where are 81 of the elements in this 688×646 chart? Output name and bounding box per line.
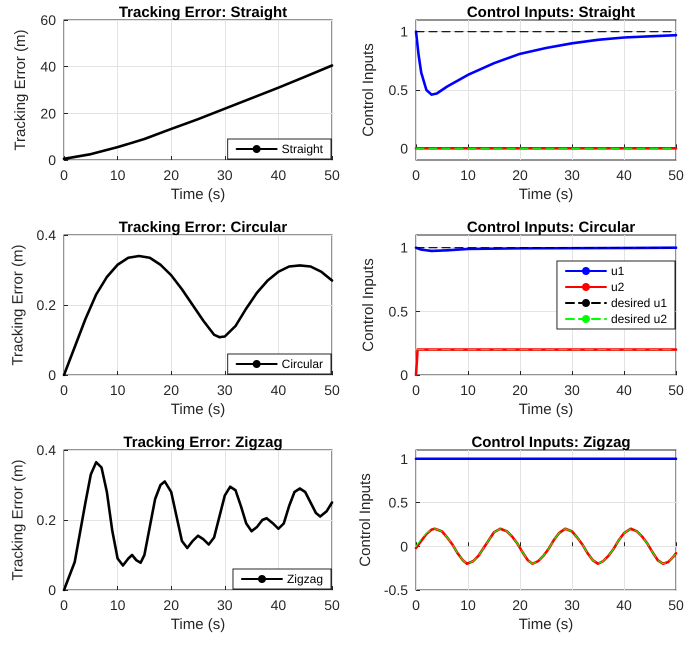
legend-label: Circular [282, 357, 324, 371]
y-tick-label: 0.4 [36, 227, 56, 243]
y-tick-label: 0 [48, 582, 56, 598]
x-tick-label: 50 [668, 597, 684, 613]
y-tick-label: 1 [400, 24, 408, 40]
y-tick-label: 0 [48, 367, 56, 383]
y-axis-title: Control Inputs [360, 43, 377, 137]
x-tick-label: 20 [163, 382, 180, 398]
x-tick-label: 0 [60, 597, 68, 613]
y-axis-title: Control Inputs [360, 258, 377, 352]
x-tick-label: 0 [412, 597, 420, 613]
y-axis-title: Tracking Error (m) [10, 459, 27, 581]
y-tick-label: 0.5 [388, 303, 408, 320]
y-tick-label: 1 [400, 240, 408, 256]
x-tick-label: 50 [324, 167, 340, 183]
x-axis-title: Time (s) [170, 186, 226, 203]
x-tick-label: 10 [460, 382, 476, 398]
legend-label: u2 [610, 280, 625, 294]
x-tick-label: 40 [270, 167, 286, 183]
x-tick-label: 10 [110, 167, 126, 183]
y-tick-label: 0.4 [36, 442, 56, 458]
legend-label: Straight [282, 142, 324, 156]
x-tick-label: 10 [460, 597, 476, 613]
y-tick-label: 0 [400, 140, 408, 156]
x-tick-label: 50 [324, 597, 340, 613]
y-tick-label: 0 [400, 367, 408, 383]
y-axis-title: Tracking Error (m) [10, 244, 27, 366]
y-tick-label: 0.2 [36, 297, 56, 313]
y-tick-label: 40 [40, 58, 56, 75]
x-tick-label: 50 [668, 382, 684, 398]
x-tick-label: 40 [270, 597, 286, 613]
y-tick-label: 20 [40, 105, 56, 122]
x-tick-label: 20 [512, 167, 528, 183]
x-tick-label: 0 [60, 167, 68, 183]
x-tick-label: 30 [564, 167, 580, 183]
x-tick-label: 30 [217, 167, 233, 183]
x-tick-label: 30 [564, 597, 580, 613]
chart-title: Control Inputs: Circular [466, 219, 636, 236]
y-axis-title: Tracking Error (m) [12, 29, 29, 151]
x-tick-label: 40 [616, 167, 632, 183]
x-tick-label: 0 [60, 382, 68, 398]
x-tick-label: 10 [110, 382, 126, 398]
chart-title: Control Inputs: Zigzag [471, 434, 631, 451]
x-axis-title: Time (s) [170, 400, 226, 418]
x-tick-label: 10 [460, 167, 476, 183]
x-tick-label: 50 [324, 382, 340, 398]
y-tick-label: 60 [40, 12, 56, 28]
legend-label: Zigzag [286, 572, 324, 586]
x-tick-label: 0 [412, 382, 420, 398]
x-tick-label: 20 [512, 597, 528, 613]
x-tick-label: 30 [564, 382, 580, 398]
x-tick-label: 0 [412, 167, 420, 183]
x-tick-label: 50 [668, 167, 684, 183]
chart-title: Tracking Error: Zigzag [123, 434, 283, 451]
x-axis-title: Time (s) [518, 400, 574, 418]
y-axis-title: Control Inputs [356, 473, 374, 567]
chart-title: Control Inputs: Straight [466, 4, 636, 21]
x-axis-title: Time (s) [518, 186, 574, 203]
x-tick-label: 20 [163, 167, 180, 183]
y-tick-label: 0 [400, 538, 408, 554]
x-tick-label: 40 [270, 382, 286, 398]
y-tick-label: -0.5 [384, 582, 408, 598]
x-tick-label: 40 [616, 382, 632, 398]
x-tick-label: 40 [616, 597, 632, 613]
x-tick-label: 30 [217, 597, 233, 613]
legend-label: u1 [610, 264, 625, 278]
x-tick-label: 30 [217, 382, 233, 398]
x-axis-title: Time (s) [518, 616, 574, 633]
y-tick-label: 0.5 [388, 82, 408, 98]
chart-title: Tracking Error: Straight [118, 4, 288, 21]
x-axis-title: Time (s) [170, 616, 226, 633]
x-tick-label: 10 [110, 597, 126, 613]
x-tick-label: 20 [163, 597, 180, 613]
y-tick-label: 0.5 [388, 494, 408, 510]
legend-label: desired u2 [610, 312, 668, 326]
legend-label: desired u1 [610, 296, 668, 310]
y-tick-label: 0.2 [36, 512, 56, 528]
x-tick-label: 20 [512, 382, 528, 398]
y-tick-label: 0 [48, 152, 56, 168]
y-tick-label: 1 [400, 450, 408, 467]
chart-title: Tracking Error: Circular [118, 219, 288, 236]
